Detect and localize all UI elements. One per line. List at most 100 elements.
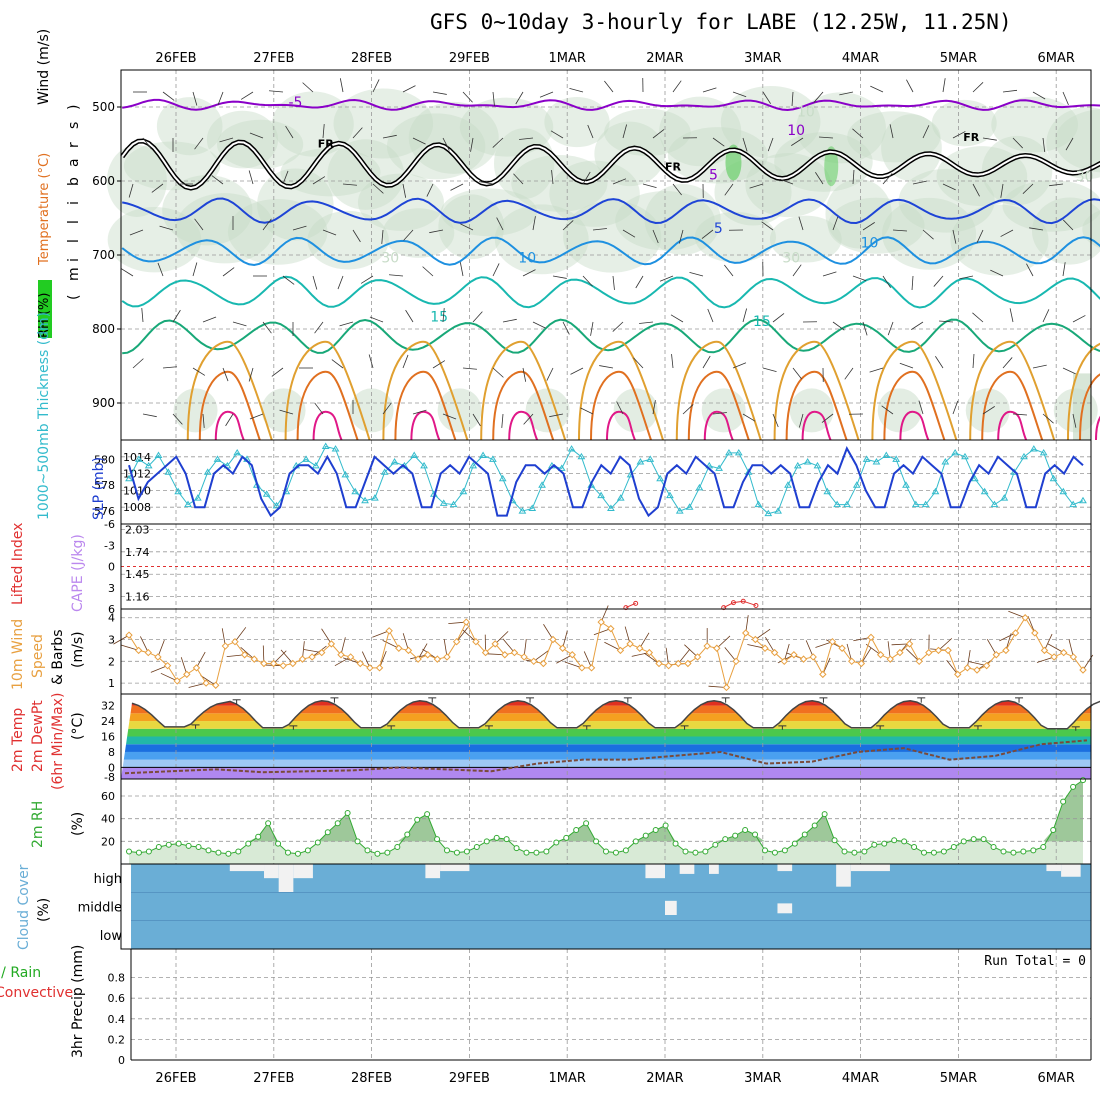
wind-barb [368, 354, 374, 369]
cloud-high-gap [850, 864, 890, 872]
date-label-top: 28FEB [351, 51, 392, 66]
thickness-marker [862, 455, 871, 462]
wind10m-barb [865, 643, 881, 656]
wind10m-point [655, 659, 663, 668]
wind-barb [249, 413, 264, 420]
surface-isotherm-loop [1078, 373, 1100, 441]
rh-area [769, 215, 842, 263]
wind10m-point [954, 670, 962, 679]
thickness-marker [607, 504, 615, 511]
thickness-marker [341, 470, 350, 478]
wind-barb [211, 175, 224, 185]
wind10m-point [963, 664, 972, 672]
thickness-marker [1039, 448, 1048, 456]
wind10m-barb [402, 633, 409, 651]
isotherm-line [121, 197, 1100, 225]
wind-barb [942, 183, 956, 191]
thickness-marker [538, 481, 546, 488]
wind-barb [519, 137, 534, 140]
upper-ylabel-letter: i [66, 258, 82, 262]
wind10m-point [221, 642, 230, 650]
rh-area [847, 111, 941, 163]
rh-area [613, 388, 658, 433]
wind10m-barb [280, 649, 294, 664]
wind-barb [472, 311, 483, 323]
rh-area [349, 388, 394, 433]
precip-ytick: 0 [118, 1054, 125, 1067]
cloud-high-gap [645, 864, 665, 879]
rh-area [1055, 109, 1100, 173]
wind10m-point [751, 635, 760, 644]
rh-area [745, 152, 832, 218]
wind-barb [162, 91, 175, 101]
thickness-marker [823, 487, 832, 495]
rh2m-point [374, 850, 381, 857]
rh2m-point [622, 847, 629, 854]
wind-barb [635, 275, 644, 289]
wind10m-line [128, 616, 1084, 690]
wind10m-point [289, 659, 297, 668]
temp-band [121, 728, 1091, 737]
cape-ytick: 2.03 [125, 523, 150, 536]
rh2m-point [662, 822, 669, 829]
thickness-marker [803, 457, 812, 465]
wind10m-barb [815, 641, 833, 648]
wind10m-point [848, 657, 856, 666]
wind-barb [935, 356, 944, 369]
temp-ytick: 32 [101, 700, 115, 713]
wind10m-barb [1005, 633, 1012, 651]
rh2m-point [1080, 777, 1086, 784]
surface-isotherm-loop [198, 370, 261, 441]
rh2m-point [493, 834, 500, 841]
surface-isotherm-loop [296, 370, 359, 441]
wind10m-point [424, 651, 432, 659]
thickness-marker [980, 487, 989, 495]
wind10m-point [568, 651, 576, 659]
rh2m-point [672, 840, 679, 847]
rh-area [459, 97, 554, 157]
wind-barb [671, 354, 674, 369]
wind10m-point [857, 659, 866, 668]
rh2m-point [841, 848, 848, 855]
wind-barb [870, 85, 884, 93]
rh2m-point [513, 845, 520, 852]
wind-barb [405, 309, 414, 323]
wind-barb [587, 124, 594, 139]
wind-barb [162, 366, 177, 369]
upper-wind-label: Wind (m/s) [36, 29, 52, 105]
contour-label: -5 [288, 95, 302, 111]
wind-barb [222, 267, 235, 277]
thickness-marker [715, 464, 723, 471]
rh-area [694, 211, 776, 263]
wind-barb [462, 91, 473, 103]
wind-barb [422, 266, 434, 277]
contour-label: 10 [518, 250, 536, 266]
rh2m-point [821, 811, 828, 818]
wind-barb [352, 229, 361, 243]
rh2m-ylabel: (%) [70, 812, 86, 836]
cloud-high-gap [1046, 864, 1062, 872]
lifted-point [633, 600, 639, 606]
surface-isotherm-loop [605, 410, 636, 441]
rh2m-point [195, 844, 202, 850]
wind-barb [1062, 367, 1076, 375]
date-label-bottom: 5MAR [940, 1071, 977, 1086]
date-label-bottom: 26FEB [155, 1071, 196, 1086]
rh2m-point [503, 836, 510, 843]
wind-barb [982, 137, 997, 141]
wind-barb [642, 183, 657, 189]
rh2m-point [384, 849, 391, 856]
wind10m-barb [456, 627, 469, 642]
rh2m-ytick: 20 [101, 835, 115, 848]
rh2m-point [215, 849, 222, 856]
wind-barb [352, 127, 363, 139]
wind-barb [822, 271, 837, 277]
rh2m-point [801, 831, 808, 838]
wind10m-barb [533, 650, 549, 662]
wind10m-point [269, 659, 278, 668]
wind10m-point [366, 664, 374, 672]
wind10m-barb [639, 632, 650, 649]
wind10m-point [530, 657, 538, 666]
wind-ytick: 2 [108, 655, 115, 668]
temp-band [121, 721, 1091, 729]
